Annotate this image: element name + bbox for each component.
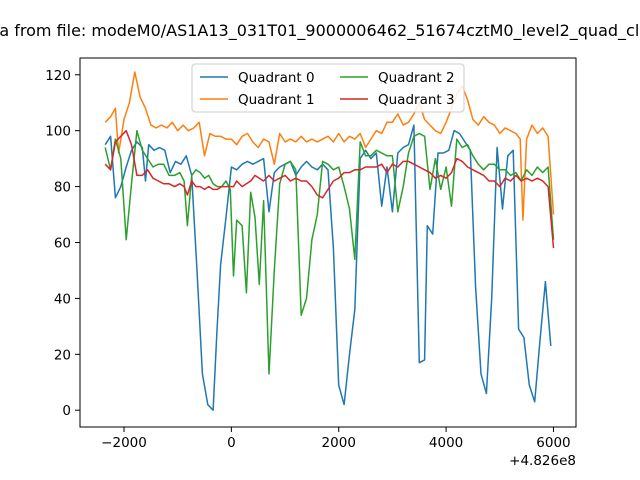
y-tick-label: 100 xyxy=(45,124,71,140)
y-tick-label: 60 xyxy=(54,236,71,252)
x-tick-label: 0 xyxy=(227,435,236,451)
x-tick-label: 2000 xyxy=(322,435,356,451)
series-line-quadrant-0 xyxy=(104,124,552,411)
y-tick-label: 120 xyxy=(45,68,71,84)
series-line-quadrant-3 xyxy=(104,129,555,249)
legend-label: Quadrant 0 xyxy=(238,70,315,86)
legend-items: Quadrant 0 Quadrant 1 Quadrant 2 Quadrant 3 xyxy=(200,70,455,108)
y-tick-label: 20 xyxy=(54,347,71,363)
series-line-quadrant-1 xyxy=(104,71,555,221)
x-tick-label: 6000 xyxy=(536,435,570,451)
y-tick-label: 0 xyxy=(62,403,71,419)
legend-label: Quadrant 2 xyxy=(378,70,455,86)
legend-label: Quadrant 1 xyxy=(238,92,315,108)
plot-area xyxy=(80,58,576,427)
x-tick-label: 4000 xyxy=(429,435,463,451)
series-layer xyxy=(104,71,555,411)
y-axis: 0 20 40 60 80 100 120 xyxy=(45,68,80,419)
x-offset-label: +4.826e8 xyxy=(509,453,576,469)
y-tick-label: 40 xyxy=(54,291,71,307)
x-tick-label: −2000 xyxy=(101,435,147,451)
legend-label: Quadrant 3 xyxy=(378,92,455,108)
series-line-quadrant-2 xyxy=(104,129,555,375)
legend-box xyxy=(191,63,465,113)
chart-title: Data from file: modeM0/AS1A13_031T01_900… xyxy=(0,21,640,41)
y-tick-label: 80 xyxy=(54,180,71,196)
x-axis: −2000 0 2000 4000 6000 xyxy=(101,427,571,451)
legend: Quadrant 0 Quadrant 1 Quadrant 2 Quadrant 3 xyxy=(191,63,465,113)
